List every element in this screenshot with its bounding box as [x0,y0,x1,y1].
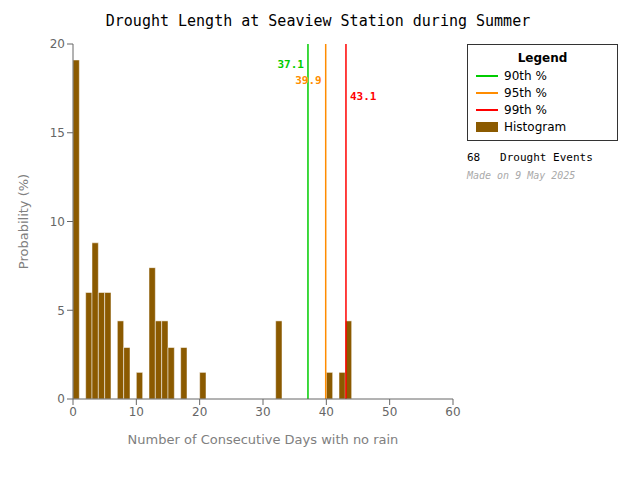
svg-text:20: 20 [192,405,207,419]
svg-text:10: 10 [50,215,65,229]
svg-text:30: 30 [255,405,270,419]
svg-text:0: 0 [57,392,65,406]
svg-text:50: 50 [382,405,397,419]
svg-text:15: 15 [50,126,65,140]
svg-text:0: 0 [69,405,77,419]
html-text:95th %: 95th % [504,86,547,100]
svg-text:39.9: 39.9 [295,74,322,87]
html-text:Drought Length at Seaview Stat: Drought Length at Seaview Station during… [105,12,531,30]
svg-text:43.1: 43.1 [350,90,377,103]
html-text:90th %: 90th % [504,69,547,83]
html-text:68 Drought Events: 68 Drought Events [467,151,593,164]
svg-text:37.1: 37.1 [277,58,304,71]
svg-text:40: 40 [319,405,334,419]
svg-text:20: 20 [50,37,65,51]
html-text:Made on 9 May 2025: Made on 9 May 2025 [467,170,576,181]
svg-text:Number of Consecutive Days wit: Number of Consecutive Days with no rain [128,432,399,447]
svg-text:10: 10 [129,405,144,419]
html-text:99th %: 99th % [504,103,547,117]
html-text:Histogram: Histogram [504,120,567,134]
svg-text:5: 5 [57,304,65,318]
html-text:Legend: Legend [517,51,568,65]
svg-text:60: 60 [445,405,460,419]
svg-text:Probability (%): Probability (%) [16,174,31,269]
